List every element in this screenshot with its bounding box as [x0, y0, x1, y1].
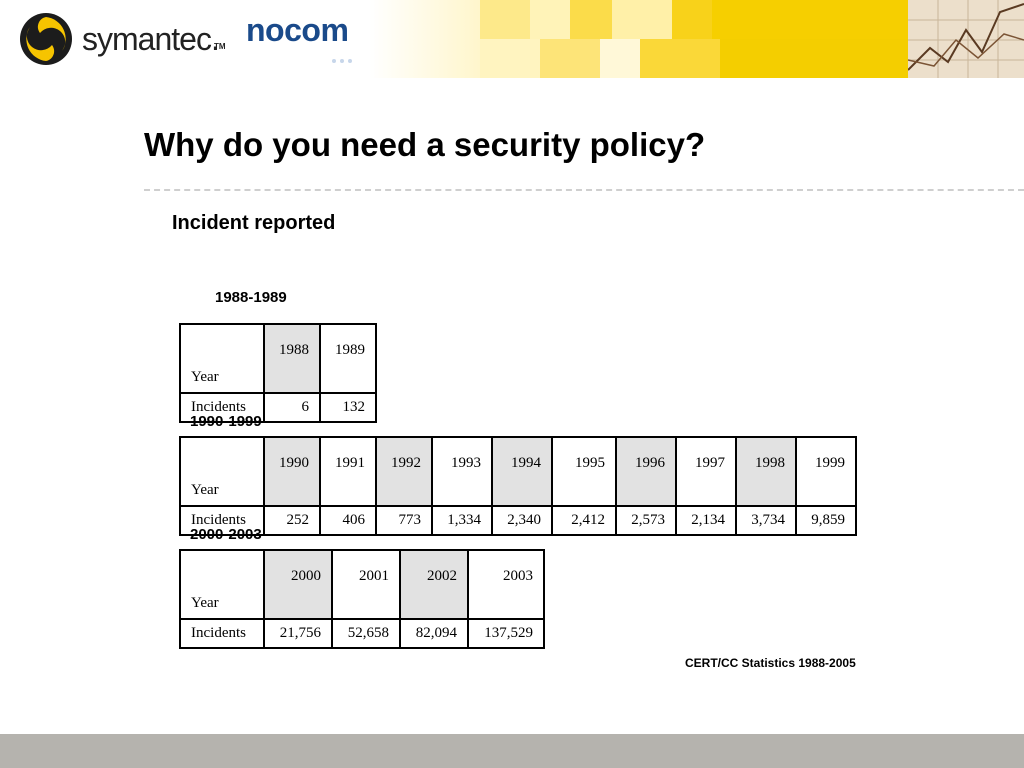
stock-chart-image: [907, 0, 1024, 78]
symantec-logo: symantec. TM: [18, 11, 228, 67]
year-cell: 1993: [431, 436, 493, 507]
year-cell: 1994: [491, 436, 553, 507]
year-cell: 2001: [331, 549, 401, 620]
row-header-incidents: Incidents: [179, 618, 265, 649]
incident-cell: 132: [319, 392, 377, 423]
range-label-1990-1999: 1990-1999: [190, 413, 262, 430]
range-label-2000-2003: 2000-2003: [190, 526, 262, 543]
incident-cell: 52,658: [331, 618, 401, 649]
row-header-year: Year: [179, 436, 265, 507]
incident-cell: 2,134: [675, 505, 737, 536]
range-label-1988-1989: 1988-1989: [215, 289, 287, 306]
header-banner: [370, 0, 1024, 78]
slide-header: symantec. TM nocom: [0, 0, 1024, 80]
year-cell: 1990: [263, 436, 321, 507]
year-cell: 1989: [319, 323, 377, 394]
incidents-table-2000-2003: Year 2000 2001 2002 2003 Incidents 21,75…: [179, 549, 545, 649]
incident-cell: 82,094: [399, 618, 469, 649]
symantec-wordmark: symantec.: [82, 21, 220, 57]
row-header-year: Year: [179, 323, 265, 394]
incident-cell: 137,529: [467, 618, 545, 649]
incident-cell: 9,859: [795, 505, 857, 536]
year-cell: 1998: [735, 436, 797, 507]
year-cell: 2002: [399, 549, 469, 620]
incident-cell: 2,573: [615, 505, 677, 536]
row-header-incidents: Incidents: [179, 505, 265, 536]
year-cell: 1991: [319, 436, 377, 507]
incident-cell: 773: [375, 505, 433, 536]
incident-cell: 21,756: [263, 618, 333, 649]
table-row: Year 1988 1989: [179, 323, 377, 394]
section-subtitle: Incident reported: [172, 212, 336, 234]
year-cell: 1997: [675, 436, 737, 507]
table-row: Year 1990 1991 1992 1993 1994 1995 1996 …: [179, 436, 857, 507]
incident-cell: 2,412: [551, 505, 617, 536]
incident-cell: 252: [263, 505, 321, 536]
source-citation: CERT/CC Statistics 1988-2005: [685, 656, 856, 670]
symantec-swirl-icon: [20, 13, 72, 65]
year-cell: 2003: [467, 549, 545, 620]
incident-cell: 406: [319, 505, 377, 536]
year-cell: 1996: [615, 436, 677, 507]
table-row: Incidents 6 132: [179, 392, 377, 423]
year-cell: 1988: [263, 323, 321, 394]
nocom-wordmark: nocom: [246, 12, 349, 48]
table-row: Incidents 252 406 773 1,334 2,340 2,412 …: [179, 505, 857, 536]
year-cell: 2000: [263, 549, 333, 620]
incident-cell: 1,334: [431, 505, 493, 536]
table-row: Year 2000 2001 2002 2003: [179, 549, 545, 620]
row-header-year: Year: [179, 549, 265, 620]
title-divider: [144, 189, 1024, 191]
incident-cell: 3,734: [735, 505, 797, 536]
incident-cell: 2,340: [491, 505, 553, 536]
nocom-logo: nocom: [246, 12, 366, 63]
year-cell: 1992: [375, 436, 433, 507]
year-cell: 1995: [551, 436, 617, 507]
incident-cell: 6: [263, 392, 321, 423]
footer-bar: [0, 734, 1024, 768]
year-cell: 1999: [795, 436, 857, 507]
page-title: Why do you need a security policy?: [144, 126, 706, 163]
row-header-incidents: Incidents: [179, 392, 265, 423]
trademark-mark: TM: [214, 42, 226, 51]
nocom-dots-icon: [332, 50, 356, 68]
incidents-table-1990-1999: Year 1990 1991 1992 1993 1994 1995 1996 …: [179, 436, 857, 536]
incidents-table-1988-1989: Year 1988 1989 Incidents 6 132: [179, 323, 377, 423]
table-row: Incidents 21,756 52,658 82,094 137,529: [179, 618, 545, 649]
